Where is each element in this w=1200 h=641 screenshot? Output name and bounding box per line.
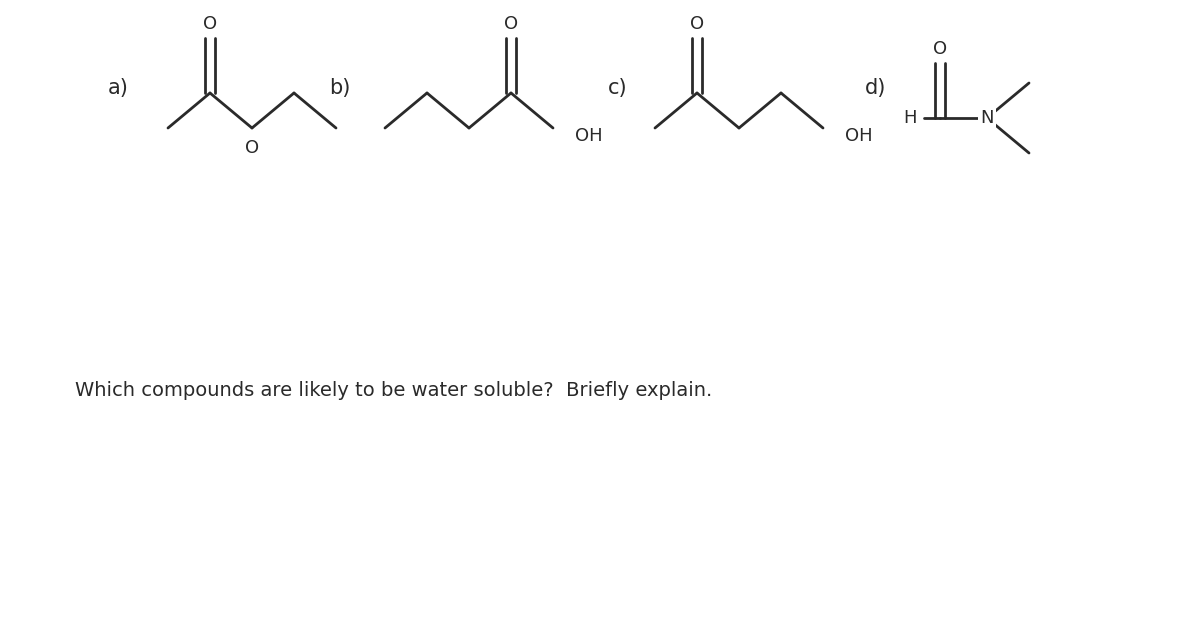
Text: a): a) (108, 78, 128, 98)
Text: O: O (504, 15, 518, 33)
Text: O: O (203, 15, 217, 33)
Text: Which compounds are likely to be water soluble?  Briefly explain.: Which compounds are likely to be water s… (74, 381, 713, 399)
Text: c): c) (608, 78, 628, 98)
Text: OH: OH (575, 127, 602, 145)
Text: O: O (932, 40, 947, 58)
Text: OH: OH (845, 127, 872, 145)
Text: O: O (245, 139, 259, 157)
Text: N: N (980, 109, 994, 127)
Text: b): b) (329, 78, 350, 98)
Text: O: O (690, 15, 704, 33)
Text: H: H (904, 109, 917, 127)
Text: d): d) (865, 78, 887, 98)
